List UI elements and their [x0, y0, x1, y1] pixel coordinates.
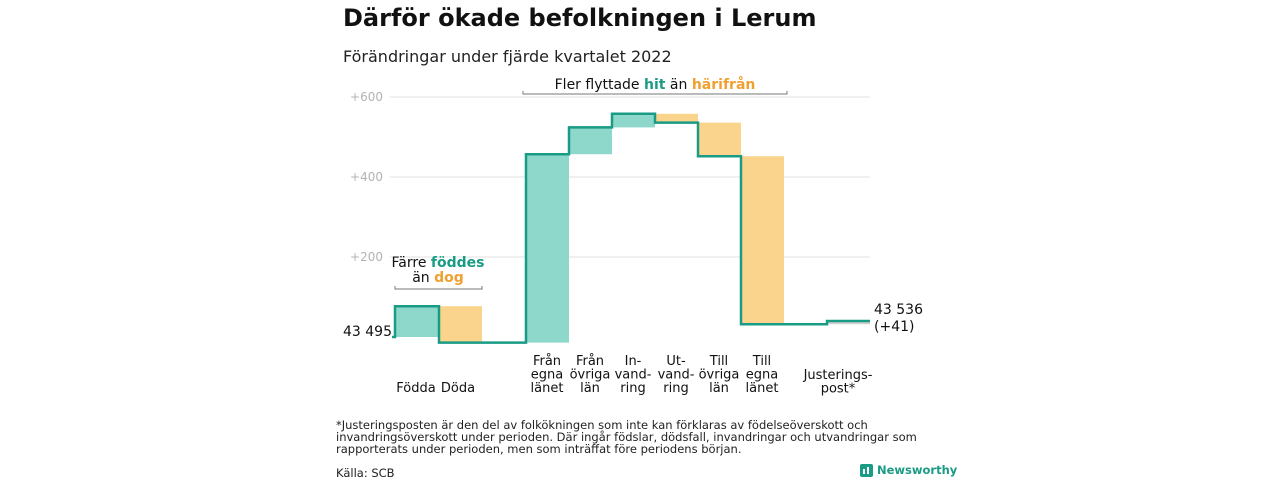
category-label: Ut-	[666, 354, 686, 369]
category-label: Justerings-	[803, 368, 873, 383]
annotation-bracket-migration	[522, 91, 788, 95]
category-label: Döda	[441, 381, 475, 396]
category-label: Födda	[396, 381, 435, 396]
bar	[827, 321, 870, 325]
category-label: ring	[620, 381, 645, 396]
category-label: Från	[576, 354, 604, 369]
category-label: post*	[821, 382, 856, 397]
end-change-label: (+41)	[874, 319, 914, 335]
category-label: egna	[746, 368, 778, 383]
bar	[655, 113, 698, 123]
bar	[741, 156, 784, 325]
category-label: län	[580, 381, 600, 396]
bar	[612, 113, 655, 128]
source-label: Källa: SCB	[336, 466, 395, 480]
y-tick-label: +400	[350, 170, 383, 184]
category-label: övriga	[699, 368, 740, 383]
category-label: Från	[533, 354, 561, 369]
newsworthy-logo-text: Newsworthy	[877, 463, 958, 477]
y-tick-label: +200	[350, 250, 383, 264]
category-label: län	[709, 381, 729, 396]
category-label: länet	[531, 381, 564, 396]
bar	[526, 154, 569, 343]
category-label: Till	[752, 354, 771, 369]
annotation-bracket-births	[394, 286, 483, 290]
chart-title: Därför ökade befolkningen i Lerum	[343, 4, 817, 32]
newsworthy-logo: Newsworthy	[860, 463, 957, 477]
start-value-label: 43 495	[343, 324, 392, 340]
footnote: *Justeringsposten är den del av folkökni…	[336, 418, 917, 456]
bar	[395, 306, 438, 337]
bar	[439, 306, 482, 343]
category-label: länet	[746, 381, 779, 396]
annotation-migration: Fler flyttade hit än härifrån	[555, 76, 756, 93]
chart-subtitle: Förändringar under fjärde kvartalet 2022	[343, 47, 672, 66]
category-label: egna	[531, 368, 563, 383]
annotation-births-line2: än dog	[412, 270, 464, 286]
category-label: vand-	[658, 368, 695, 383]
category-label: övriga	[570, 368, 611, 383]
newsworthy-logo-icon	[860, 463, 873, 477]
annotation-births-line1: Färre föddes	[392, 255, 485, 271]
bar	[698, 122, 741, 157]
category-label: ring	[663, 381, 688, 396]
bar	[569, 127, 612, 155]
category-label: In-	[625, 354, 642, 369]
category-label: vand-	[615, 368, 652, 383]
end-value-label: 43 536	[874, 302, 923, 318]
y-tick-label: +600	[350, 90, 383, 104]
population-step-line	[392, 112, 870, 344]
category-label: Till	[709, 354, 728, 369]
